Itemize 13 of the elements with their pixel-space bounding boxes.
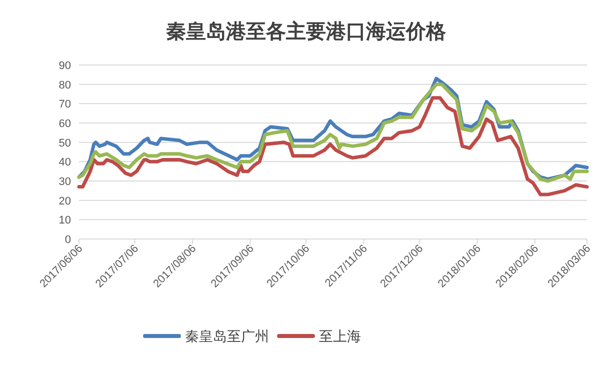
y-tick-label: 80	[58, 79, 71, 92]
legend-label: 至上海	[319, 328, 361, 344]
y-tick-label: 20	[58, 195, 71, 208]
y-tick-label: 0	[64, 234, 71, 246]
y-tick-label: 60	[58, 118, 71, 130]
chart-title: 秦皇岛港至各主要港口海运价格	[166, 20, 447, 43]
y-tick-label: 70	[58, 98, 71, 111]
y-tick-label: 30	[58, 176, 71, 188]
y-tick-label: 40	[58, 156, 71, 169]
y-tick-label: 50	[58, 137, 71, 150]
y-tick-label: 10	[58, 214, 71, 227]
y-tick-label: 90	[58, 60, 71, 72]
legend-label: 秦皇岛至广州	[185, 328, 269, 344]
